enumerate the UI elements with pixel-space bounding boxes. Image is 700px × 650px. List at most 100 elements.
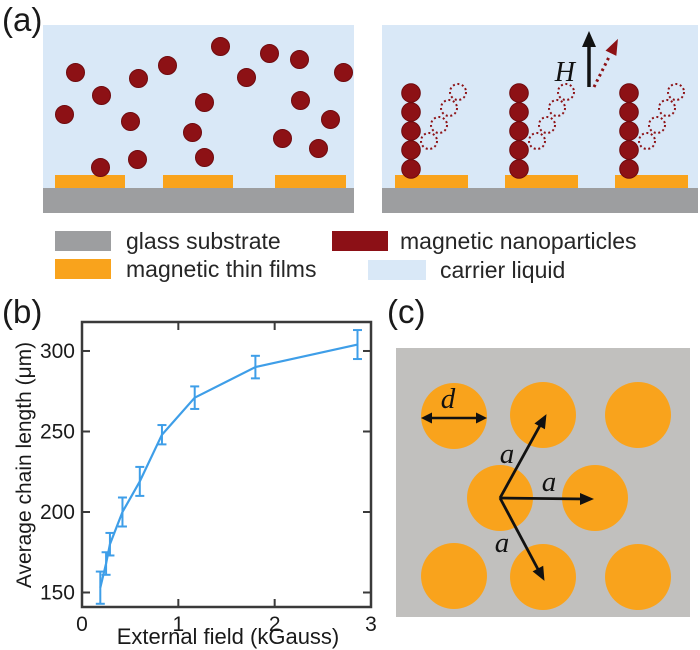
- particle-chain-bead: [401, 102, 421, 122]
- nanoparticle: [259, 43, 279, 63]
- tilted-chain-outline: [658, 99, 676, 117]
- nanoparticle: [127, 149, 147, 169]
- x-tick-label: 3: [365, 613, 377, 636]
- diameter-arrowhead-icon: [476, 412, 487, 424]
- film-dot: [421, 543, 487, 609]
- legend-swatch-magnetic-nanoparticles: [332, 231, 388, 251]
- particle-chain-bead: [509, 83, 529, 103]
- nanoparticle: [236, 67, 256, 87]
- nanoparticle: [333, 62, 353, 82]
- y-tick-label: 150: [40, 582, 75, 605]
- magnetic-film-pad: [275, 175, 346, 188]
- film-dot: [421, 383, 487, 449]
- nanoparticle: [65, 62, 85, 82]
- plot-box: [80, 320, 373, 609]
- legend-label-carrier-liquid: carrier liquid: [440, 257, 566, 283]
- y-tick-label: 200: [40, 501, 75, 524]
- field-direction-arrowhead-icon: [582, 31, 596, 47]
- particle-chain-bead: [619, 140, 639, 160]
- film-dot: [510, 382, 576, 448]
- lattice-spacing-arrowhead-icon: [534, 414, 547, 430]
- tilted-chain-outline: [449, 83, 467, 101]
- x-tick-label: 0: [76, 613, 88, 636]
- chained-particles-diagram: H: [382, 25, 698, 213]
- nanoparticle: [157, 55, 177, 75]
- panel-c-label: (c): [387, 293, 426, 330]
- diameter-arrowhead-icon: [421, 412, 432, 424]
- nanoparticle: [182, 122, 202, 142]
- y-tick-label: 300: [40, 340, 75, 363]
- nanoparticle: [194, 92, 214, 112]
- nanoparticle: [128, 68, 148, 88]
- tilted-chain-outline: [440, 99, 458, 117]
- particle-chain-bead: [509, 121, 529, 141]
- legend-label-magnetic-nanoparticles: magnetic nanoparticles: [400, 228, 637, 254]
- lattice-spacing-arrowhead-icon: [580, 493, 594, 505]
- film-dot: [605, 544, 671, 610]
- data-line: [99, 343, 358, 588]
- chain-length-chart: 0 1 2 3 150 200 250 300 External field (kGauss)…: [13, 320, 377, 649]
- lattice-spacing-arrow-icon: [499, 496, 586, 501]
- particle-chain-bead: [401, 140, 421, 160]
- particle-chain-bead: [401, 121, 421, 141]
- legend-swatch-magnetic-thin-films: [55, 259, 111, 279]
- diameter-label: d: [441, 383, 456, 415]
- film-lattice-diagram: d a a a: [396, 348, 690, 617]
- panel-b-label: (b): [2, 293, 43, 330]
- lattice-spacing-arrow-icon: [498, 420, 544, 499]
- legend-swatch-glass-substrate: [55, 231, 111, 251]
- tilted-chain-outline: [648, 116, 666, 134]
- field-h-label: H: [554, 57, 577, 88]
- tilted-chain-outline: [528, 132, 546, 150]
- tilted-chain-outline: [420, 132, 438, 150]
- film-dot: [562, 465, 628, 531]
- nanoparticle: [290, 90, 310, 110]
- lattice-spacing-arrowhead-icon: [532, 565, 545, 581]
- nanoparticle: [272, 128, 292, 148]
- glass-substrate-strip: [382, 188, 698, 213]
- tilted-chain-outline: [430, 116, 448, 134]
- tilted-chain-outline: [548, 99, 566, 117]
- x-axis-title: External field (kGauss): [117, 624, 340, 649]
- lattice-spacing-arrow-icon: [498, 497, 542, 575]
- legend-swatch-carrier-liquid: [368, 260, 426, 280]
- particle-chain-bead: [619, 121, 639, 141]
- particle-chain-bead: [509, 140, 529, 160]
- nanoparticle: [210, 36, 230, 56]
- spacing-label-1: a: [500, 438, 515, 470]
- magnetic-film-pad: [615, 175, 688, 188]
- particle-chain-bead: [619, 102, 639, 122]
- nanoparticle: [308, 138, 328, 158]
- particle-chain-bead: [401, 159, 421, 179]
- dispersed-particles-diagram: [43, 25, 354, 213]
- x-tick-label: 2: [269, 613, 281, 636]
- particle-chain-bead: [401, 83, 421, 103]
- nanoparticle: [320, 109, 340, 129]
- nanoparticle: [289, 49, 309, 69]
- magnetic-film-pad: [55, 175, 125, 188]
- y-axis-title: Average chain length (μm): [13, 342, 36, 588]
- spacing-label-3: a: [495, 527, 510, 559]
- particle-chain-bead: [619, 83, 639, 103]
- x-tick-label: 1: [172, 613, 184, 636]
- particle-chain-bead: [509, 159, 529, 179]
- tilted-field-arrow-icon: [592, 54, 612, 88]
- nanoparticle: [91, 85, 111, 105]
- nanoparticle: [194, 147, 214, 167]
- nanoparticle: [54, 104, 74, 124]
- panel-a-label: (a): [2, 1, 43, 38]
- legend-label-magnetic-thin-films: magnetic thin films: [126, 256, 317, 282]
- tilted-field-arrowhead-icon: [605, 38, 618, 56]
- particle-chain-bead: [509, 102, 529, 122]
- glass-substrate-strip: [43, 188, 354, 213]
- magnetic-film-pad: [505, 175, 578, 188]
- particle-chain-bead: [619, 159, 639, 179]
- tilted-chain-outline: [557, 83, 575, 101]
- spacing-label-2: a: [542, 466, 557, 498]
- legend-label-glass-substrate: glass substrate: [126, 228, 281, 254]
- film-dot: [605, 382, 671, 448]
- tilted-chain-outline: [667, 83, 685, 101]
- nanoparticle: [90, 157, 110, 177]
- magnetic-film-pad: [163, 175, 233, 188]
